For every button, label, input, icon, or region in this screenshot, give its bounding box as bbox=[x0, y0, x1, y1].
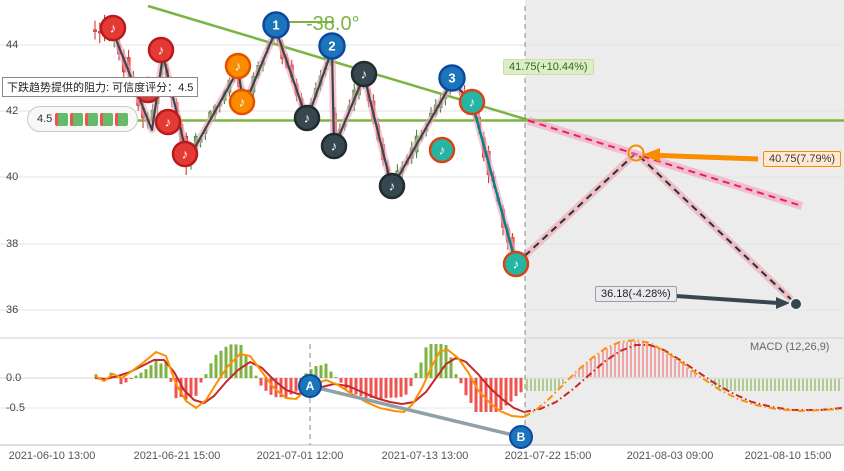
svg-text:A: A bbox=[306, 379, 315, 393]
y-axis-label: -0.5 bbox=[6, 402, 25, 414]
candle-icon bbox=[115, 112, 129, 126]
svg-text:♪: ♪ bbox=[469, 95, 476, 110]
y-axis-label: 44 bbox=[6, 39, 19, 51]
svg-text:♪: ♪ bbox=[182, 147, 189, 162]
svg-text:B: B bbox=[517, 430, 526, 444]
x-axis-label: 2021-07-01 12:00 bbox=[256, 450, 344, 462]
svg-text:♪: ♪ bbox=[304, 111, 311, 126]
macd-marker-b[interactable]: B bbox=[509, 425, 533, 449]
note-marker-navy[interactable]: ♪ bbox=[350, 60, 378, 88]
note-marker-navy[interactable]: ♪ bbox=[320, 132, 348, 160]
svg-text:♪: ♪ bbox=[389, 179, 396, 194]
note-marker-navy[interactable]: ♪ bbox=[293, 104, 321, 132]
note-marker-teal[interactable]: ♪ bbox=[428, 136, 456, 164]
confidence-badge[interactable]: 4.5 bbox=[27, 106, 139, 132]
note-marker-orange[interactable]: ♪ bbox=[228, 88, 256, 116]
pivot-ring-orange bbox=[627, 144, 645, 162]
svg-text:♪: ♪ bbox=[158, 43, 165, 58]
x-axis-label: 2021-08-03 09:00 bbox=[626, 450, 714, 462]
confidence-value: 4.5 bbox=[37, 113, 53, 125]
macd-divergence[interactable]: AB bbox=[298, 374, 533, 449]
forecast-endpoint-dot bbox=[789, 297, 803, 311]
svg-text:♪: ♪ bbox=[165, 115, 172, 130]
macd-dea-forecast bbox=[523, 344, 843, 413]
trend-angle-label: -38.0° bbox=[306, 13, 360, 35]
y-axis-label: 42 bbox=[6, 105, 19, 117]
target-arrow-dark bbox=[675, 294, 779, 305]
note-marker-red[interactable]: ♪ bbox=[99, 14, 127, 42]
score-icon bbox=[55, 112, 69, 126]
pivot-highlights bbox=[627, 144, 803, 311]
resistance-price-label[interactable]: 41.75(+10.44%) bbox=[503, 59, 594, 75]
macd-forecast-hatch bbox=[526, 341, 840, 391]
svg-text:♪: ♪ bbox=[439, 143, 446, 158]
note-marker-teal[interactable]: ♪ bbox=[502, 250, 530, 278]
forecast-wave-line bbox=[515, 152, 797, 305]
forecast-trend-glow bbox=[526, 116, 804, 210]
x-axis-label: 2021-08-10 15:00 bbox=[744, 450, 832, 462]
wave-drop-segment bbox=[470, 101, 518, 265]
svg-text:♪: ♪ bbox=[513, 257, 520, 272]
svg-text:♪: ♪ bbox=[235, 59, 242, 74]
resistance-tooltip: 下跌趋势提供的阻力: 可信度评分：4.5 bbox=[2, 77, 199, 97]
svg-text:♪: ♪ bbox=[110, 21, 117, 36]
macd-params-label: MACD (12,26,9) bbox=[750, 341, 830, 353]
score-icon bbox=[100, 112, 114, 126]
target-arrow-orange bbox=[659, 153, 759, 162]
time-guides bbox=[309, 6, 526, 445]
y-axis-label: 40 bbox=[6, 171, 19, 183]
svg-text:♪: ♪ bbox=[361, 67, 368, 82]
y-axis-label: 38 bbox=[6, 238, 19, 250]
wave-marker-2[interactable]: 2 bbox=[318, 32, 346, 60]
badge-icons bbox=[55, 112, 129, 126]
macd-marker-a[interactable]: A bbox=[298, 374, 322, 398]
note-marker-red[interactable]: ♪ bbox=[147, 36, 175, 64]
note-marker-teal[interactable]: ♪ bbox=[458, 88, 486, 116]
score-icon bbox=[70, 112, 84, 126]
x-axis-label: 2021-06-21 15:00 bbox=[133, 450, 221, 462]
svg-text:♪: ♪ bbox=[331, 139, 338, 154]
note-marker-red[interactable]: ♪ bbox=[171, 140, 199, 168]
wave-marker-3[interactable]: 3 bbox=[438, 64, 466, 92]
svg-text:2: 2 bbox=[328, 39, 335, 54]
note-marker-navy[interactable]: ♪ bbox=[378, 172, 406, 200]
svg-text:♪: ♪ bbox=[239, 95, 246, 110]
y-axis-label: 0.0 bbox=[6, 372, 22, 384]
score-icon bbox=[85, 112, 99, 126]
svg-text:1: 1 bbox=[272, 18, 279, 33]
x-axis-label: 2021-06-10 13:00 bbox=[8, 450, 96, 462]
wave-number-markers: 1 2 3 bbox=[262, 11, 466, 92]
note-marker-red[interactable]: ♪ bbox=[154, 108, 182, 136]
y-axis-label: 36 bbox=[6, 304, 19, 316]
divergence-line bbox=[309, 384, 522, 439]
forecast-target-label-high[interactable]: 40.75(7.79%) bbox=[763, 151, 842, 167]
x-axis-label: 2021-07-22 15:00 bbox=[504, 450, 592, 462]
forecast-target-label-low[interactable]: 36.18(-4.28%) bbox=[595, 286, 677, 302]
wave-marker-1[interactable]: 1 bbox=[262, 11, 290, 39]
x-axis-label: 2021-07-13 13:00 bbox=[381, 450, 469, 462]
macd-dif-forecast bbox=[523, 338, 843, 418]
target-arrows bbox=[642, 148, 790, 309]
svg-text:3: 3 bbox=[448, 71, 455, 86]
note-marker-orange[interactable]: ♪ bbox=[224, 52, 252, 80]
